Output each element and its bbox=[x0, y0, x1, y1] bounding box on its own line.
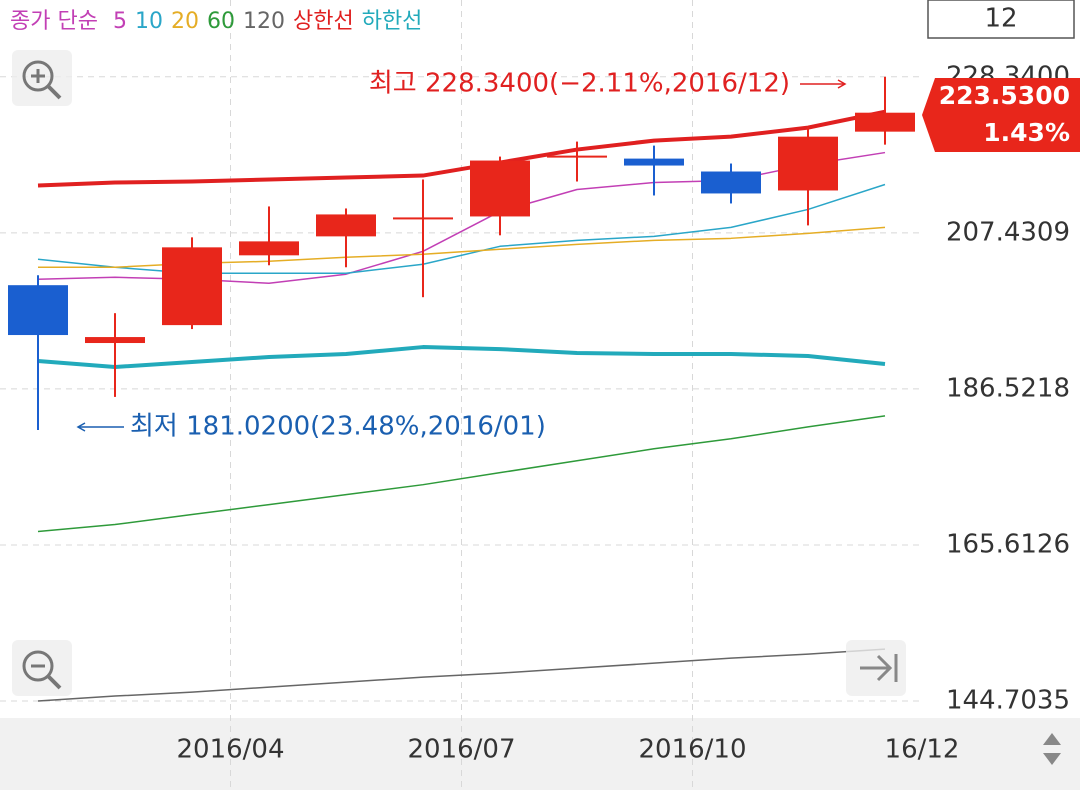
candle-body bbox=[85, 337, 145, 344]
candle-body bbox=[239, 241, 299, 256]
lines bbox=[37, 109, 886, 702]
candle-body bbox=[624, 158, 684, 166]
legend: 종가 단순 5 10 20 60 120 상한선 하한선 bbox=[10, 9, 422, 34]
y-tick-label: 186.5218 bbox=[946, 373, 1070, 403]
x-tick-label: 2016/04 bbox=[176, 735, 284, 765]
x-tick-label: 2016/10 bbox=[638, 735, 746, 765]
scroll-arrows[interactable] bbox=[1043, 733, 1061, 765]
candle-body bbox=[701, 171, 761, 194]
candle-body bbox=[547, 155, 607, 158]
x-axis-bar bbox=[0, 718, 1080, 790]
legend-entry: 60 bbox=[207, 9, 235, 34]
candle-body bbox=[778, 136, 838, 191]
candle-body bbox=[855, 112, 915, 132]
low-arrow-head bbox=[76, 422, 86, 432]
ma-line bbox=[37, 345, 886, 369]
legend-entry: 하한선 bbox=[362, 9, 423, 34]
price-tag bbox=[922, 78, 1080, 152]
legend-entry: 10 bbox=[135, 9, 163, 34]
high-arrow-head bbox=[837, 79, 847, 89]
candle-body bbox=[162, 247, 222, 326]
price-tag-value: 223.5300 bbox=[939, 81, 1070, 110]
candle-body bbox=[393, 217, 453, 220]
candles bbox=[8, 76, 915, 430]
x-tick-label: 2016/07 bbox=[407, 735, 515, 765]
y-tick-label: 165.6126 bbox=[946, 529, 1070, 559]
y-tick-label: 144.7035 bbox=[946, 686, 1070, 716]
ma-line bbox=[37, 109, 886, 188]
legend-prefix: 종가 단순 bbox=[10, 9, 98, 34]
x-end-label: 16/12 bbox=[885, 735, 960, 765]
high-annotation: 최고 228.3400(−2.11%,2016/12) bbox=[369, 69, 790, 99]
legend-entry: 상한선 bbox=[293, 9, 354, 34]
candle-body bbox=[8, 285, 68, 336]
scroll-end-button[interactable] bbox=[846, 640, 906, 696]
zoom-in-button[interactable] bbox=[12, 50, 72, 106]
legend-entry: 5 bbox=[113, 9, 127, 34]
legend-entry: 20 bbox=[171, 9, 199, 34]
ma-line bbox=[37, 648, 886, 702]
ma-line bbox=[37, 415, 886, 533]
candle-body bbox=[470, 160, 530, 217]
zoom-out-button[interactable] bbox=[12, 640, 72, 696]
low-annotation: 최저 181.0200(23.48%,2016/01) bbox=[130, 412, 546, 442]
candle-body bbox=[316, 214, 376, 237]
period-box[interactable] bbox=[927, 0, 1075, 39]
period-value[interactable]: 12 bbox=[984, 4, 1017, 34]
grid bbox=[0, 0, 920, 790]
y-tick-label: 207.4309 bbox=[946, 217, 1070, 247]
price-tag-change: 1.43% bbox=[983, 118, 1070, 147]
legend-entry: 120 bbox=[243, 9, 285, 34]
